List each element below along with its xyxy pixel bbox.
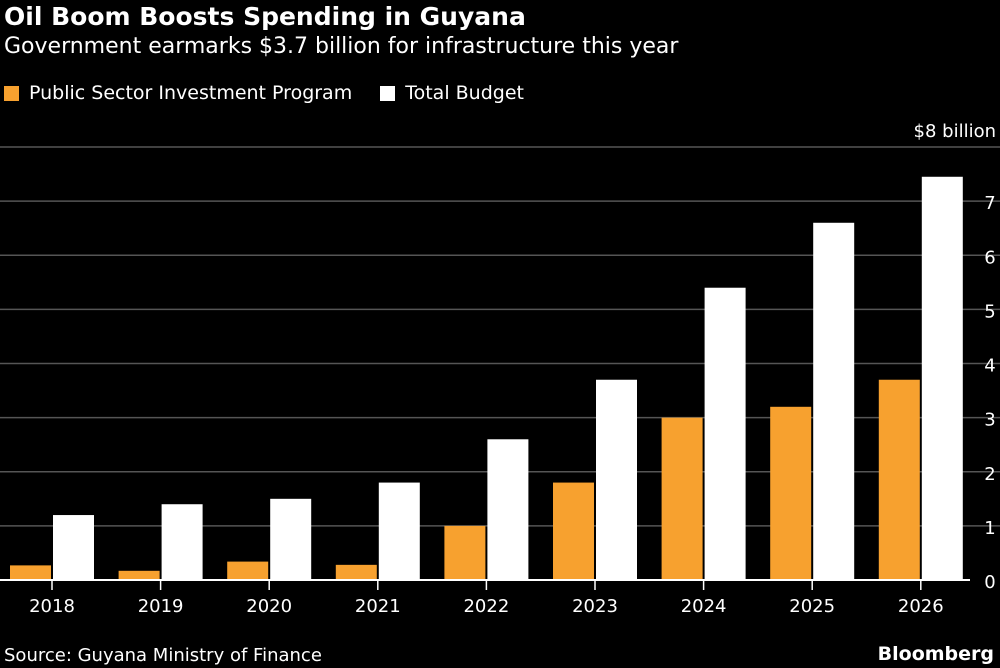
bloomberg-logo: Bloomberg (877, 643, 994, 665)
legend-item-psip: Public Sector Investment Program (4, 82, 352, 104)
x-tick-label: 2019 (138, 596, 184, 617)
x-tick-label: 2025 (789, 596, 835, 617)
bar-psip-2018 (10, 565, 51, 580)
bar-psip-2022 (444, 525, 486, 580)
bar-total-2018 (53, 515, 94, 580)
bar-total-2020 (270, 498, 312, 580)
bar-total-2019 (161, 504, 203, 580)
legend: Public Sector Investment Program Total B… (4, 82, 552, 104)
bar-total-2025 (813, 222, 855, 580)
chart-subtitle: Government earmarks $3.7 billion for inf… (4, 34, 679, 59)
bar-total-2022 (487, 439, 529, 580)
bar-total-2026 (921, 176, 963, 581)
y-tick-label: 0 (984, 572, 995, 593)
x-tick-label: 2020 (246, 596, 292, 617)
source-note: Source: Guyana Ministry of Finance (4, 645, 322, 666)
bar-total-2024 (704, 287, 746, 580)
bar-psip-2023 (553, 482, 594, 580)
y-tick-label: 5 (984, 301, 995, 322)
x-tick-label: 2023 (572, 596, 618, 617)
legend-swatch (4, 85, 19, 101)
legend-swatch (380, 85, 396, 101)
y-tick-label: 3 (984, 410, 995, 431)
y-tick-label: 7 (984, 193, 995, 214)
bar-psip-2020 (227, 561, 269, 580)
y-tick-label: 4 (984, 356, 995, 377)
bar-psip-2024 (661, 417, 703, 580)
legend-label: Public Sector Investment Program (29, 82, 353, 104)
bar-psip-2026 (878, 379, 920, 580)
chart-title: Oil Boom Boosts Spending in Guyana (4, 2, 526, 31)
legend-item-total: Total Budget (380, 82, 524, 104)
bar-psip-2021 (335, 564, 377, 580)
y-tick-label: 2 (984, 464, 995, 485)
y-tick-label: 6 (984, 247, 995, 268)
x-tick-label: 2024 (681, 596, 727, 617)
bar-total-2023 (596, 379, 637, 580)
y-tick-label: $8 billion (914, 121, 996, 142)
bar-total-2021 (378, 482, 420, 580)
x-tick-label: 2021 (355, 596, 401, 617)
x-tick-label: 2018 (29, 596, 75, 617)
bar-psip-2025 (770, 406, 812, 580)
y-tick-label: 1 (984, 518, 995, 539)
x-tick-label: 2026 (898, 596, 944, 617)
bar-psip-2019 (118, 570, 160, 580)
x-tick-label: 2022 (463, 596, 509, 617)
legend-label: Total Budget (405, 82, 524, 104)
